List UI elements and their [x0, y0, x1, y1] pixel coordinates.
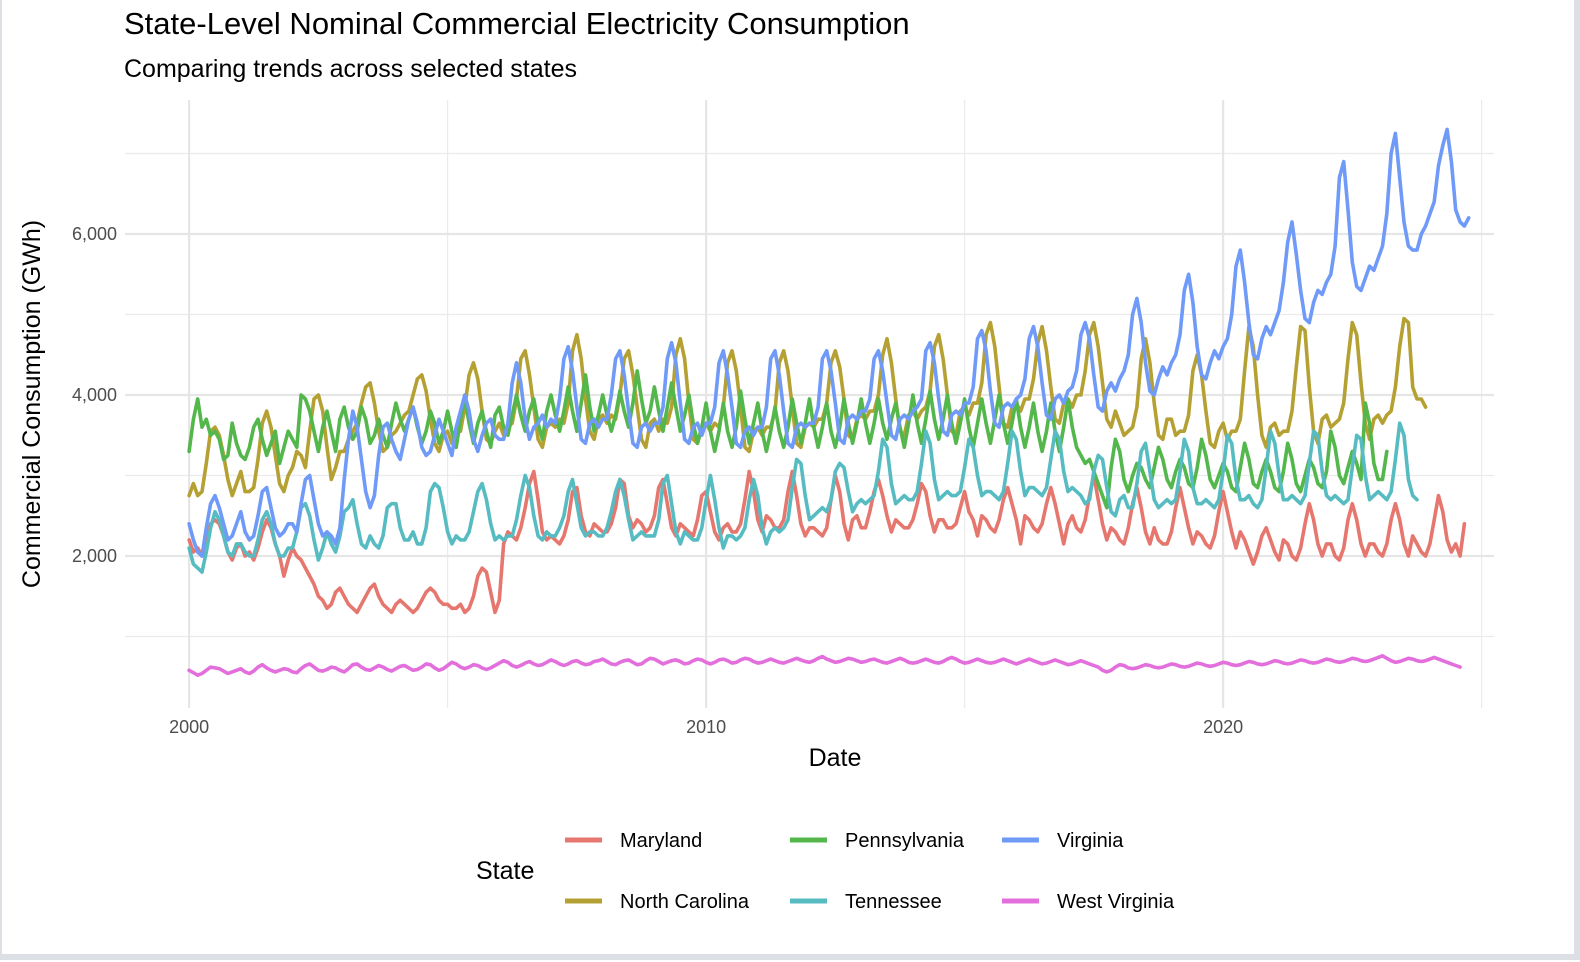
legend-label: Virginia: [1057, 830, 1124, 852]
legend-item: North Carolina: [565, 891, 750, 913]
legend-title: State: [476, 857, 534, 885]
x-tick-label: 2000: [169, 717, 209, 737]
legend-label: West Virginia: [1057, 891, 1175, 913]
legend-item: Virginia: [1002, 830, 1124, 852]
legend: State Maryland North Carolina Pennsylvania…: [476, 830, 1175, 913]
x-axis-title: Date: [809, 744, 862, 772]
y-tick-label: 2,000: [72, 546, 117, 566]
y-tick-label: 6,000: [72, 224, 117, 244]
series-line-pennsylvania: [187, 369, 1389, 510]
legend-label: Pennsylvania: [845, 830, 965, 852]
legend-item: Pennsylvania: [790, 830, 965, 852]
chart-title: State-Level Nominal Commercial Electrici…: [124, 6, 910, 41]
series-lines: [187, 127, 1471, 678]
legend-item: Tennessee: [790, 891, 942, 913]
x-tick-label: 2020: [1203, 717, 1243, 737]
legend-label: Tennessee: [845, 891, 942, 913]
y-axis-title: Commercial Consumption (GWh): [18, 220, 46, 588]
y-axis-ticks: 2,000 4,000 6,000: [72, 224, 117, 566]
x-tick-label: 2010: [686, 717, 726, 737]
legend-item: West Virginia: [1002, 891, 1175, 913]
legend-label: Maryland: [620, 830, 702, 852]
legend-item: Maryland: [565, 830, 702, 852]
chart-subtitle: Comparing trends across selected states: [124, 55, 577, 83]
legend-label: North Carolina: [620, 891, 750, 913]
series-line-tennessee: [187, 421, 1419, 574]
x-axis-ticks: 2000 2010 2020: [169, 717, 1243, 737]
series-line-west-virginia: [187, 653, 1462, 678]
series-line-virginia: [187, 127, 1471, 558]
series-line-maryland: [187, 469, 1467, 615]
y-tick-label: 4,000: [72, 385, 117, 405]
